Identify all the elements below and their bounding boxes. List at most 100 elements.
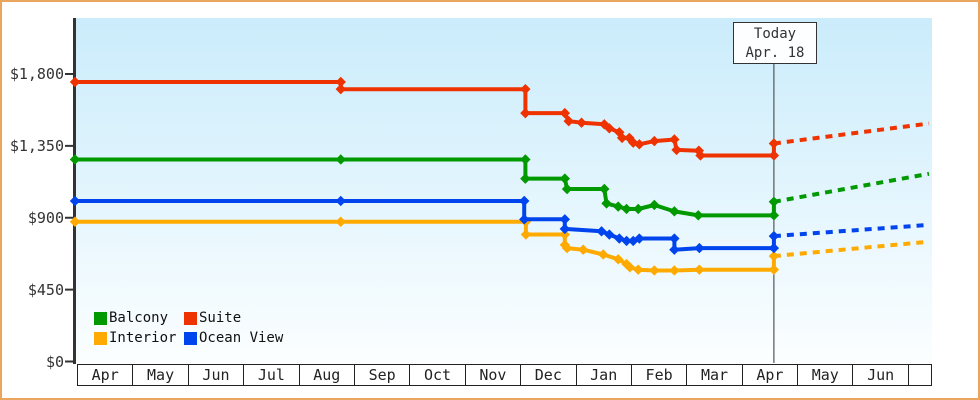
data-point-interior	[559, 229, 571, 240]
month-cell-dec: Dec	[521, 365, 577, 385]
month-cell-aug: Aug	[299, 365, 355, 385]
month-cell-apr: Apr	[742, 365, 799, 385]
legend: Balcony Suite Interior Ocean View	[94, 310, 283, 346]
month-cell-apr: Apr	[78, 365, 134, 385]
data-point-ocean-view	[335, 195, 346, 207]
data-point-balcony	[613, 201, 624, 212]
data-point-interior	[598, 249, 609, 260]
month-cell-empty	[908, 365, 931, 385]
today-annotation: Today Apr. 18	[733, 22, 817, 64]
y-tick-label: $0	[45, 352, 64, 371]
data-point-interior	[577, 244, 589, 255]
legend-swatch-icon	[184, 331, 197, 345]
month-cell-sep: Sep	[354, 365, 411, 385]
series-line-balcony	[73, 157, 776, 218]
data-point-balcony	[768, 210, 780, 221]
data-point-suite	[69, 76, 81, 88]
data-point-ocean-view	[519, 195, 530, 207]
month-cell-jun: Jun	[188, 365, 245, 385]
data-point-suite	[634, 139, 645, 150]
series-forecast-suite	[773, 121, 930, 146]
legend-item-balcony: Balcony	[94, 310, 184, 326]
data-point-ocean-view	[559, 214, 571, 225]
month-cell-mar: Mar	[687, 365, 743, 385]
data-point-suite	[576, 117, 587, 128]
data-point-interior	[520, 229, 532, 240]
data-point-balcony	[669, 206, 680, 217]
data-point-ocean-view	[669, 244, 680, 255]
series-forecast-interior	[773, 239, 930, 259]
data-point-balcony	[693, 210, 704, 221]
data-point-interior	[559, 239, 571, 251]
series-line-interior	[73, 219, 776, 273]
data-point-interior	[624, 262, 636, 273]
plot-area	[76, 18, 932, 363]
legend-swatch-icon	[94, 311, 107, 325]
data-point-ocean-view	[559, 223, 571, 235]
month-cell-nov: Nov	[465, 365, 522, 385]
data-point-balcony	[520, 173, 531, 184]
series-forecast-balcony	[773, 171, 930, 204]
data-point-ocean-view	[69, 195, 81, 207]
data-point-interior	[633, 264, 644, 275]
legend-label: Interior	[109, 330, 177, 346]
data-point-balcony	[621, 203, 632, 215]
data-point-ocean-view	[614, 233, 625, 244]
legend-item-ocean-view: Ocean View	[184, 330, 283, 346]
today-label: Today	[753, 26, 797, 42]
month-cell-jan: Jan	[576, 365, 632, 385]
data-point-suite	[616, 132, 628, 144]
data-point-suite	[671, 144, 682, 156]
data-point-balcony	[559, 173, 571, 184]
series-forecast-ocean-view	[773, 222, 930, 239]
data-point-interior	[694, 264, 705, 275]
y-tick-label: $1,800	[9, 65, 64, 83]
data-point-balcony	[69, 154, 81, 165]
y-tick-label: $900	[27, 208, 64, 227]
data-point-interior	[768, 250, 780, 262]
legend-label: Balcony	[109, 310, 169, 326]
data-point-interior	[69, 216, 81, 227]
data-point-ocean-view	[694, 242, 705, 254]
data-point-suite	[614, 127, 625, 138]
data-point-suite	[520, 83, 531, 95]
month-cell-oct: Oct	[410, 365, 466, 385]
data-point-suite	[520, 107, 531, 119]
data-point-balcony	[601, 198, 612, 209]
data-point-ocean-view	[634, 233, 645, 244]
data-point-balcony	[561, 183, 573, 195]
legend-item-interior: Interior	[94, 330, 184, 346]
legend-item-suite: Suite	[184, 310, 283, 326]
data-point-suite	[768, 138, 780, 149]
data-point-ocean-view	[768, 230, 780, 242]
data-point-ocean-view	[519, 214, 530, 225]
legend-label: Ocean View	[199, 330, 284, 346]
legend-label: Suite	[199, 310, 242, 326]
data-point-balcony	[633, 203, 644, 215]
data-point-suite	[695, 150, 706, 161]
data-point-suite	[335, 76, 346, 88]
data-point-ocean-view	[604, 229, 615, 240]
data-point-suite	[559, 107, 571, 119]
data-point-interior	[649, 265, 660, 276]
series-line-suite	[73, 80, 776, 158]
x-axis-month-row: Apr May Jun Jul Aug Sep Oct Nov Dec Jan Feb Mar Apr M…	[77, 364, 932, 386]
data-point-balcony	[520, 154, 531, 165]
data-point-suite	[604, 123, 615, 134]
month-cell-may: May	[798, 365, 854, 385]
data-point-suite	[335, 83, 346, 95]
data-point-suite	[768, 150, 780, 161]
data-point-ocean-view	[596, 226, 607, 237]
data-point-suite	[693, 145, 705, 156]
data-point-interior	[768, 264, 780, 275]
y-tick-label: $450	[27, 280, 64, 299]
data-point-interior	[335, 216, 346, 227]
legend-swatch-icon	[184, 311, 197, 325]
data-point-suite	[649, 135, 660, 147]
month-cell-may: May	[133, 365, 189, 385]
data-point-interior	[561, 242, 573, 254]
data-point-suite	[669, 134, 680, 145]
data-point-balcony	[335, 154, 346, 165]
data-point-balcony	[599, 183, 610, 195]
